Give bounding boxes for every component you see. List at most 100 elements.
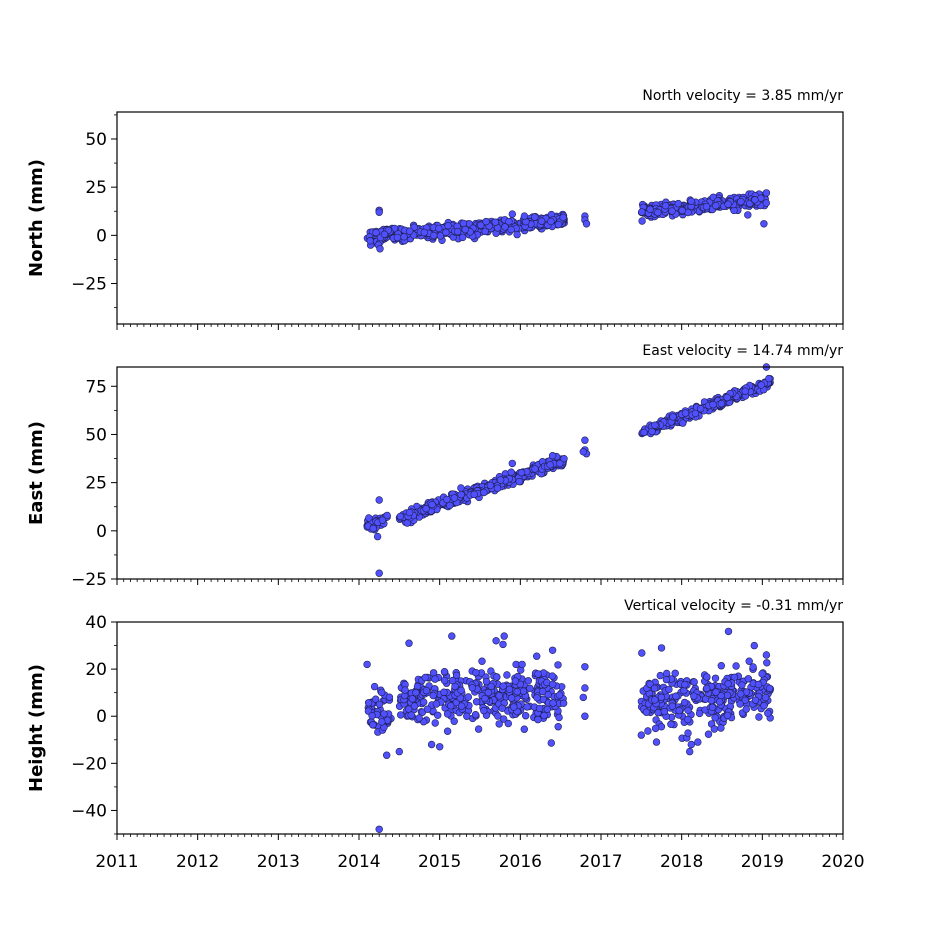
data-point — [556, 459, 564, 468]
data-point — [678, 206, 686, 215]
data-point — [681, 680, 689, 689]
data-point — [463, 712, 471, 720]
data-point — [422, 505, 430, 513]
data-point — [408, 695, 417, 703]
data-point — [452, 671, 461, 679]
data-point — [511, 677, 519, 685]
data-point — [457, 484, 465, 492]
data-point — [521, 711, 530, 720]
north-plot-frame — [116, 111, 844, 325]
data-point — [369, 721, 377, 729]
data-point — [762, 189, 771, 197]
east-plot-frame — [116, 366, 844, 580]
data-point — [373, 532, 382, 541]
data-point — [468, 684, 476, 692]
y-tick-label: 0 — [96, 522, 107, 542]
data-point — [650, 684, 659, 692]
data-point — [421, 673, 429, 682]
data-point — [510, 703, 518, 711]
data-point — [448, 676, 457, 685]
data-point — [684, 706, 692, 714]
east-velocity-label: East velocity = 14.74 mm/yr — [642, 343, 843, 359]
data-point — [482, 217, 490, 226]
data-point — [736, 690, 745, 698]
data-point — [492, 637, 500, 645]
data-point — [554, 661, 562, 669]
data-point — [668, 207, 676, 215]
data-point — [482, 677, 491, 686]
data-point — [459, 233, 467, 242]
data-point — [507, 694, 516, 702]
y-tick-label: 25 — [85, 474, 107, 494]
x-tick-label: 2016 — [499, 852, 542, 872]
data-point — [500, 632, 508, 640]
data-point — [508, 210, 516, 218]
x-tick-label: 2017 — [579, 852, 622, 872]
data-point — [638, 217, 646, 225]
data-point — [702, 684, 711, 693]
data-point — [429, 691, 437, 700]
data-point — [492, 673, 501, 681]
data-point — [654, 708, 662, 717]
data-point — [581, 684, 589, 692]
data-point — [422, 686, 431, 695]
data-point — [504, 719, 512, 728]
data-point — [681, 409, 690, 417]
data-point — [708, 703, 717, 711]
data-point — [744, 211, 752, 219]
data-point — [436, 743, 444, 751]
data-point — [672, 692, 680, 700]
data-point — [762, 199, 770, 207]
data-point — [507, 225, 515, 234]
data-point — [687, 740, 695, 749]
data-point — [749, 663, 757, 671]
data-point — [546, 461, 554, 469]
data-point — [375, 825, 383, 833]
data-point — [764, 709, 772, 717]
data-point — [651, 696, 659, 704]
data-point — [478, 657, 486, 665]
y-tick-label: 0 — [96, 707, 107, 727]
data-point — [680, 698, 689, 707]
data-point — [508, 459, 516, 468]
data-point — [375, 208, 383, 216]
data-point — [555, 713, 563, 722]
data-point — [495, 692, 503, 700]
data-point — [648, 427, 656, 436]
data-point — [660, 707, 669, 716]
data-point — [363, 660, 371, 669]
data-point — [642, 708, 651, 716]
data-point — [487, 682, 495, 691]
data-point — [448, 632, 456, 640]
east-points — [363, 363, 774, 577]
data-point — [724, 200, 732, 208]
x-tick-label: 2018 — [660, 852, 703, 872]
data-point — [674, 199, 682, 208]
data-point — [723, 393, 731, 402]
data-point — [742, 705, 750, 713]
data-point — [765, 374, 773, 383]
y-tick-label: 0 — [96, 226, 107, 246]
data-point — [741, 696, 749, 704]
x-tick-label: 2013 — [257, 852, 300, 872]
data-point — [365, 514, 373, 522]
data-point — [380, 230, 389, 239]
data-point — [491, 218, 499, 226]
data-point — [750, 641, 758, 650]
y-tick-label: 20 — [85, 660, 107, 680]
data-point — [423, 705, 432, 713]
data-point — [427, 740, 436, 749]
data-point — [646, 680, 654, 688]
data-point — [760, 701, 768, 710]
data-point — [581, 663, 589, 671]
data-point — [651, 724, 660, 733]
data-point — [444, 222, 452, 230]
data-point — [378, 718, 386, 726]
vertical-velocity-label: Vertical velocity = -0.31 mm/yr — [624, 598, 843, 614]
data-point — [582, 220, 591, 228]
data-point — [758, 670, 766, 678]
data-point — [652, 738, 661, 746]
data-point — [533, 694, 541, 702]
data-point — [715, 698, 724, 706]
